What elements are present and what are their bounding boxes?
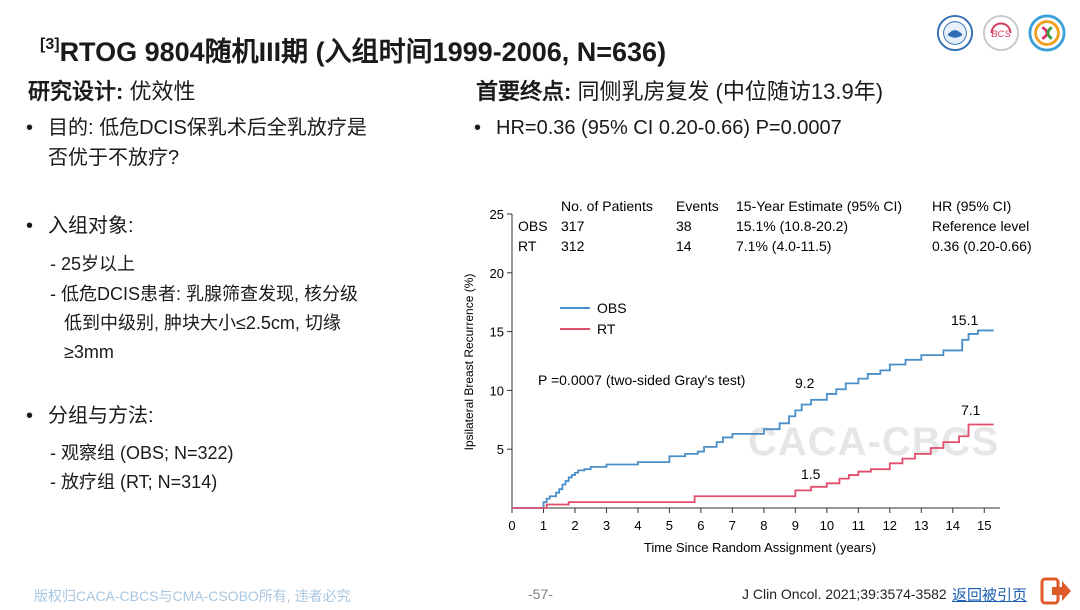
x-tick-label: 4 xyxy=(634,518,641,533)
x-tick-label: 7 xyxy=(729,518,736,533)
eligibility-age: - 25岁以上 xyxy=(50,254,136,274)
eligibility-dcis-cont: 低到中级别, 肿块大小≤2.5cm, 切缘 xyxy=(64,313,341,333)
eligibility-title: 入组对象: xyxy=(48,215,134,237)
chart-axes xyxy=(511,214,1000,509)
y-tick-label: 5 xyxy=(497,442,504,457)
citation: J Clin Oncol. 2021;39:3574-3582 xyxy=(742,586,947,602)
group-obs: - 观察组 (OBS; N=322) xyxy=(50,443,234,463)
groups-title: 分组与方法: xyxy=(48,405,154,427)
obs-9yr-label: 9.2 xyxy=(795,375,815,391)
table-row-rt-patients: 312 xyxy=(561,238,585,254)
legend-obs-label: OBS xyxy=(597,300,627,316)
table-row-rt-events: 14 xyxy=(676,238,692,254)
table-header-estimate: 15-Year Estimate (95% CI) xyxy=(736,198,902,214)
x-tick-label: 1 xyxy=(540,518,547,533)
page-number: -57- xyxy=(528,586,553,602)
x-tick-label: 10 xyxy=(820,518,834,533)
legend-rt-label: RT xyxy=(597,321,616,337)
hr-text: HR=0.36 (95% CI 0.20-0.66) P=0.0007 xyxy=(496,117,842,139)
bcs-logo: BCS xyxy=(982,14,1020,52)
rt-15yr-label: 7.1 xyxy=(961,402,981,418)
eligibility-bullet: • 入组对象: xyxy=(26,215,134,237)
slide-title: [3]RTOG 9804随机III期 (入组时间1999-2006, N=636… xyxy=(40,30,666,69)
purpose-line2: 否优于不放疗? xyxy=(48,147,180,169)
table-row-obs-arm: OBS xyxy=(518,218,548,234)
x-ticks: 0 1 2 3 4 5 6 7 8 9 10 11 12 13 14 15 xyxy=(508,508,991,533)
x-tick-label: 11 xyxy=(852,518,866,533)
x-tick-label: 12 xyxy=(883,518,897,533)
purpose-bullet: • 目的: 低危DCIS保乳术后全乳放疗是 否优于不放疗? xyxy=(26,113,446,173)
endpoint-label: 首要终点: xyxy=(476,79,572,104)
table-row-rt-estimate: 7.1% (4.0-11.5) xyxy=(736,238,831,254)
table-row-rt-arm: RT xyxy=(518,238,537,254)
y-axis-title: Ipsilateral Breast Recurrence (%) xyxy=(462,274,476,451)
y-tick-label: 15 xyxy=(490,325,504,340)
csobo-logo xyxy=(1028,14,1066,52)
x-tick-label: 13 xyxy=(914,518,928,533)
design-value: 优效性 xyxy=(123,79,196,104)
table-header-hr: HR (95% CI) xyxy=(932,198,1011,214)
series-line-rt xyxy=(512,423,994,509)
return-arrow-icon[interactable] xyxy=(1040,576,1072,606)
eligibility-margin: ≥3mm xyxy=(64,342,114,362)
eligibility-dcis: - 低危DCIS患者: 乳腺筛查发现, 核分级 xyxy=(50,284,359,304)
design-label: 研究设计: xyxy=(28,79,124,104)
logo-group: BCS xyxy=(936,14,1066,52)
y-tick-label: 25 xyxy=(490,207,504,222)
x-tick-label: 9 xyxy=(792,518,799,533)
back-link[interactable]: 返回被引页 xyxy=(952,587,1028,604)
endpoint-value: 同侧乳房复发 (中位随访13.9年) xyxy=(571,79,884,104)
copyright-notice: 版权归CACA-CBCS与CMA-CSOBO所有, 违者必究 xyxy=(34,588,351,604)
hr-bullet: • HR=0.36 (95% CI 0.20-0.66) P=0.0007 xyxy=(474,117,842,139)
x-tick-label: 5 xyxy=(666,518,673,533)
x-tick-label: 0 xyxy=(508,518,515,533)
x-tick-label: 8 xyxy=(760,518,767,533)
groups-bullet: • 分组与方法: xyxy=(26,405,154,427)
purpose-line1: 目的: 低危DCIS保乳术后全乳放疗是 xyxy=(48,117,367,139)
table-row-obs-estimate: 15.1% (10.8-20.2) xyxy=(736,218,848,234)
chart-lines xyxy=(512,329,994,509)
primary-endpoint: 首要终点: 同侧乳房复发 (中位随访13.9年) xyxy=(476,74,883,106)
group-rt: - 放疗组 (RT; N=314) xyxy=(50,472,218,492)
y-tick-label: 20 xyxy=(490,266,504,281)
series-line-obs xyxy=(512,329,994,509)
rt-9yr-label: 1.5 xyxy=(801,466,821,482)
y-tick-label: 10 xyxy=(490,383,504,398)
svg-text:BCS: BCS xyxy=(991,29,1011,40)
table-row-rt-hr: 0.36 (0.20-0.66) xyxy=(932,238,1032,254)
title-ref: [3] xyxy=(40,36,60,53)
title-text: RTOG 9804随机III期 (入组时间1999-2006, N=636) xyxy=(59,37,667,67)
obs-15yr-label: 15.1 xyxy=(951,312,978,328)
x-tick-label: 14 xyxy=(946,518,960,533)
study-design: 研究设计: 优效性 xyxy=(28,74,195,106)
x-axis-title: Time Since Random Assignment (years) xyxy=(644,540,876,555)
x-tick-label: 6 xyxy=(697,518,704,533)
table-row-obs-events: 38 xyxy=(676,218,692,234)
table-row-obs-hr: Reference level xyxy=(932,218,1029,234)
x-tick-label: 2 xyxy=(571,518,578,533)
table-header-events: Events xyxy=(676,198,719,214)
x-tick-label: 15 xyxy=(977,518,991,533)
table-header-patients: No. of Patients xyxy=(561,198,653,214)
y-ticks: 5 10 15 20 25 xyxy=(490,207,512,457)
caca-seal-logo xyxy=(936,14,974,52)
x-tick-label: 3 xyxy=(603,518,610,533)
p-value-annotation: P =0.0007 (two-sided Gray's test) xyxy=(538,372,745,388)
table-row-obs-patients: 317 xyxy=(561,218,585,234)
